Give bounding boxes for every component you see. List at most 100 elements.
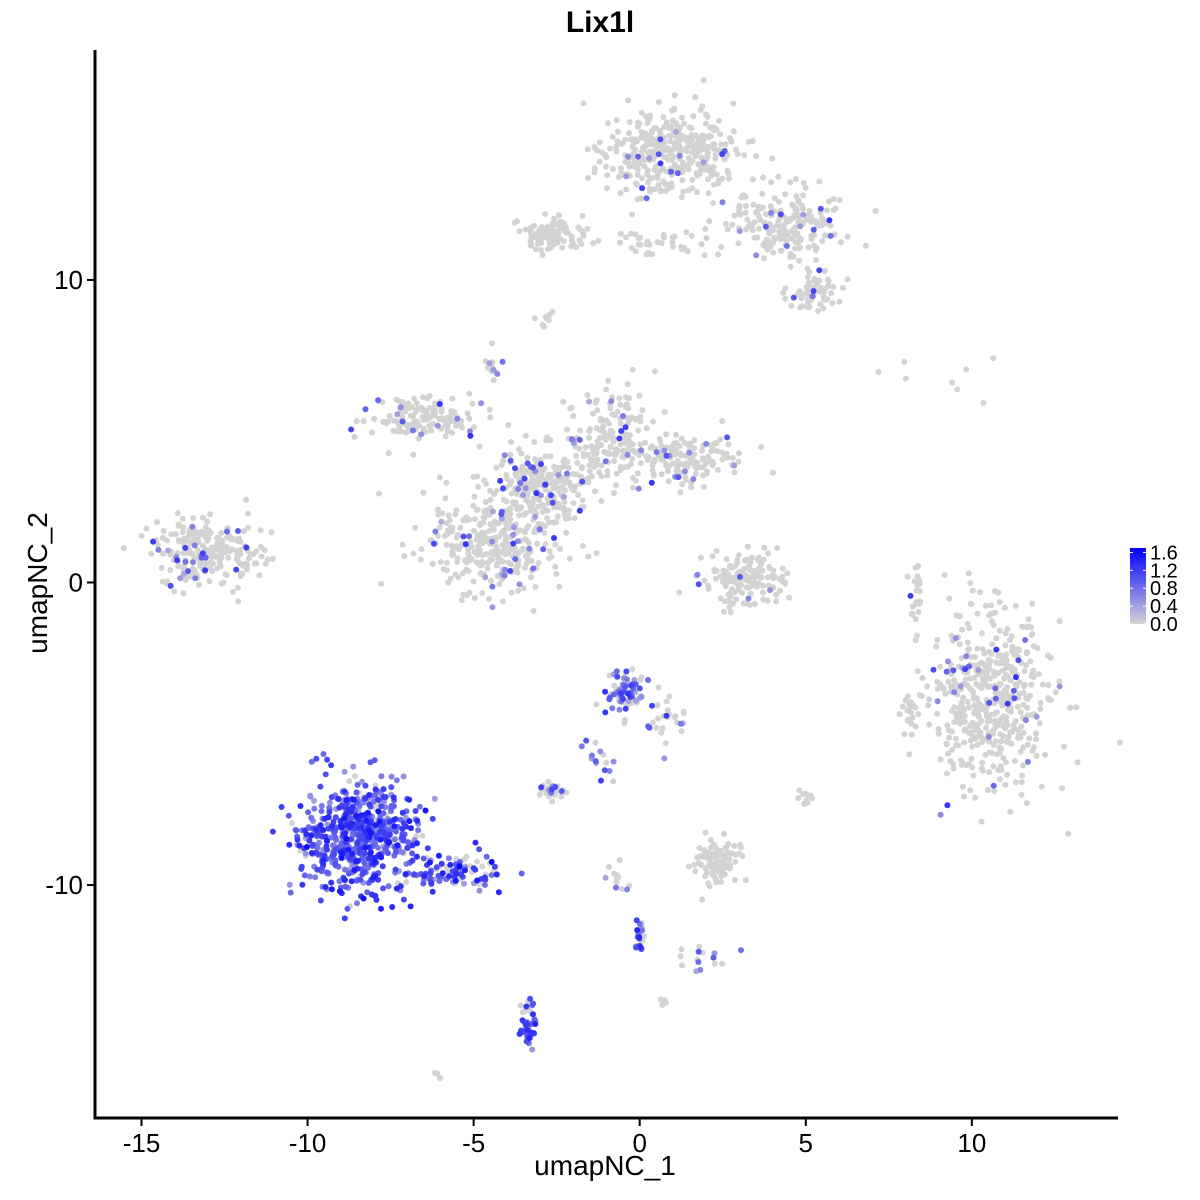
cell-point [901,358,908,365]
cell-point [792,176,799,183]
cell-point [721,608,727,615]
cell-point [914,632,920,639]
cell-point [568,436,575,443]
cell-point [1028,631,1035,638]
cell-point [745,595,752,602]
cell-point [613,482,619,489]
cell-point [694,189,700,196]
cell-point [185,568,192,575]
cell-point [364,889,371,896]
cell-point [370,874,377,881]
cell-point [536,230,542,237]
cell-point [967,787,974,794]
cell-point [912,704,919,711]
cell-point [557,218,564,225]
cell-point [372,854,379,861]
cell-point [978,630,985,637]
cell-point [964,682,971,689]
cell-point [666,132,673,139]
cell-point [561,511,568,518]
cell-point [336,888,343,895]
cell-point [949,728,955,735]
cell-point [358,812,365,819]
cell-point [558,788,565,795]
cell-point [814,308,821,314]
cell-point [391,823,398,830]
cell-point [390,427,397,434]
cell-point [489,538,496,545]
cell-point [934,698,941,705]
cell-point [324,756,331,763]
cell-point [625,444,632,451]
cell-point [399,418,406,425]
cell-point [197,528,204,535]
cell-point [602,709,609,716]
cell-point [672,446,679,453]
cell-point [989,641,996,648]
cell-point [629,211,636,218]
cell-point [584,225,591,232]
cell-point [546,475,552,482]
cell-point [662,187,669,194]
cell-point [613,143,620,150]
cell-point [523,1003,530,1010]
cell-point [403,823,410,830]
cell-point [934,636,941,643]
cell-point [836,298,843,305]
cell-point [605,377,612,384]
cell-point [378,905,384,912]
cell-point [946,734,952,741]
cell-point [692,470,699,477]
cell-point [293,827,300,834]
cell-point [250,551,257,558]
cell-point [420,855,427,862]
cell-point [487,521,494,528]
x-tick-label: -10 [289,1128,327,1158]
cell-point [182,544,189,551]
cell-point [676,589,683,596]
cell-point [471,516,478,523]
cell-point [1029,600,1036,607]
cell-point [625,159,632,166]
cell-point [516,512,523,519]
cell-point [508,589,515,596]
cell-point [980,646,986,653]
cell-point [611,490,617,496]
cell-point [623,668,630,675]
cell-point [732,877,738,883]
cell-point [426,859,433,866]
cell-point [993,635,1000,642]
cell-point [959,759,966,766]
cell-point [597,417,604,424]
cell-point [679,167,686,174]
cell-point [618,428,625,434]
cell-point [663,452,670,459]
cell-point [692,463,698,470]
cell-point [673,431,680,438]
cell-point [819,238,826,245]
cell-point [974,645,981,652]
cell-point [722,852,729,859]
cell-point [592,488,598,495]
cell-point [1048,697,1054,703]
cell-point [651,141,658,148]
cell-point [915,711,922,718]
cell-point [493,464,500,471]
cell-point [1012,779,1019,786]
cell-point [303,830,310,837]
cell-point [563,529,570,536]
cell-point [993,646,1000,653]
cell-point [204,537,211,544]
cell-point [487,577,494,584]
cell-point [731,212,738,219]
cell-point [367,759,374,766]
cell-point [438,518,445,525]
cell-point [436,1074,443,1081]
cell-point [548,786,555,793]
cell-point [444,559,450,566]
cell-point [1061,743,1067,750]
cell-point [950,765,957,772]
cell-point [924,683,931,690]
cell-point [902,375,909,382]
cell-point [199,550,206,557]
